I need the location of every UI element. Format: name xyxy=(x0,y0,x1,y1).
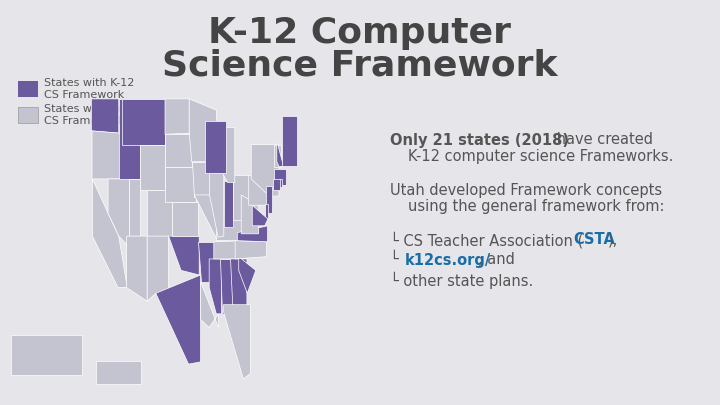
Text: , and: , and xyxy=(478,252,515,267)
Polygon shape xyxy=(147,190,172,236)
Polygon shape xyxy=(199,242,216,282)
Polygon shape xyxy=(213,128,235,182)
Polygon shape xyxy=(241,195,258,234)
Polygon shape xyxy=(96,361,141,384)
Polygon shape xyxy=(282,116,297,166)
Polygon shape xyxy=(224,181,233,227)
Polygon shape xyxy=(140,145,165,190)
Polygon shape xyxy=(192,162,215,197)
Polygon shape xyxy=(279,179,282,187)
Text: K-12 Computer: K-12 Computer xyxy=(209,16,511,50)
Polygon shape xyxy=(266,186,272,213)
Polygon shape xyxy=(12,335,82,375)
Polygon shape xyxy=(165,168,196,202)
Polygon shape xyxy=(235,241,266,259)
Polygon shape xyxy=(165,99,189,134)
Text: └: └ xyxy=(390,252,403,267)
Polygon shape xyxy=(274,168,286,185)
Polygon shape xyxy=(201,282,218,328)
Text: States with K-12
CS Framework: States with K-12 CS Framework xyxy=(44,78,135,100)
Text: Utah developed Framework concepts: Utah developed Framework concepts xyxy=(390,183,662,198)
Polygon shape xyxy=(92,179,127,288)
Polygon shape xyxy=(147,236,168,301)
Polygon shape xyxy=(189,99,217,162)
Polygon shape xyxy=(276,141,284,166)
Text: Science Framework: Science Framework xyxy=(162,48,558,82)
Polygon shape xyxy=(168,236,199,275)
Polygon shape xyxy=(165,134,192,168)
FancyBboxPatch shape xyxy=(18,81,38,97)
Text: └ CS Teacher Association (: └ CS Teacher Association ( xyxy=(390,232,583,248)
Text: K-12 computer science Frameworks.: K-12 computer science Frameworks. xyxy=(408,149,673,164)
Polygon shape xyxy=(230,259,247,311)
Polygon shape xyxy=(92,131,120,179)
Polygon shape xyxy=(130,179,140,236)
Polygon shape xyxy=(194,195,218,242)
Polygon shape xyxy=(274,145,281,168)
Polygon shape xyxy=(119,99,140,179)
Polygon shape xyxy=(273,179,279,190)
Polygon shape xyxy=(156,275,201,364)
Polygon shape xyxy=(91,99,119,133)
Polygon shape xyxy=(127,236,147,301)
Polygon shape xyxy=(210,173,224,237)
Polygon shape xyxy=(204,121,225,173)
Polygon shape xyxy=(210,259,222,314)
Polygon shape xyxy=(122,99,165,145)
Text: Only 21 states (2018): Only 21 states (2018) xyxy=(390,132,569,147)
Polygon shape xyxy=(248,175,269,205)
Text: ),: ), xyxy=(608,232,618,247)
Text: have created: have created xyxy=(552,132,653,147)
Polygon shape xyxy=(251,145,279,196)
FancyBboxPatch shape xyxy=(18,107,38,123)
Text: k12cs.org/: k12cs.org/ xyxy=(405,252,491,267)
Polygon shape xyxy=(233,175,248,220)
Polygon shape xyxy=(220,259,233,314)
Polygon shape xyxy=(172,202,199,236)
Text: CSTA: CSTA xyxy=(573,232,615,247)
Polygon shape xyxy=(266,204,269,219)
Text: └ other state plans.: └ other state plans. xyxy=(390,271,534,289)
Polygon shape xyxy=(214,241,245,259)
Polygon shape xyxy=(223,305,251,379)
Polygon shape xyxy=(252,205,268,226)
Polygon shape xyxy=(217,212,243,241)
Polygon shape xyxy=(238,226,268,242)
Polygon shape xyxy=(108,179,130,247)
Text: States without K-12
CS Framework: States without K-12 CS Framework xyxy=(44,104,153,126)
Polygon shape xyxy=(239,257,256,293)
Text: using the general framework from:: using the general framework from: xyxy=(408,198,665,213)
